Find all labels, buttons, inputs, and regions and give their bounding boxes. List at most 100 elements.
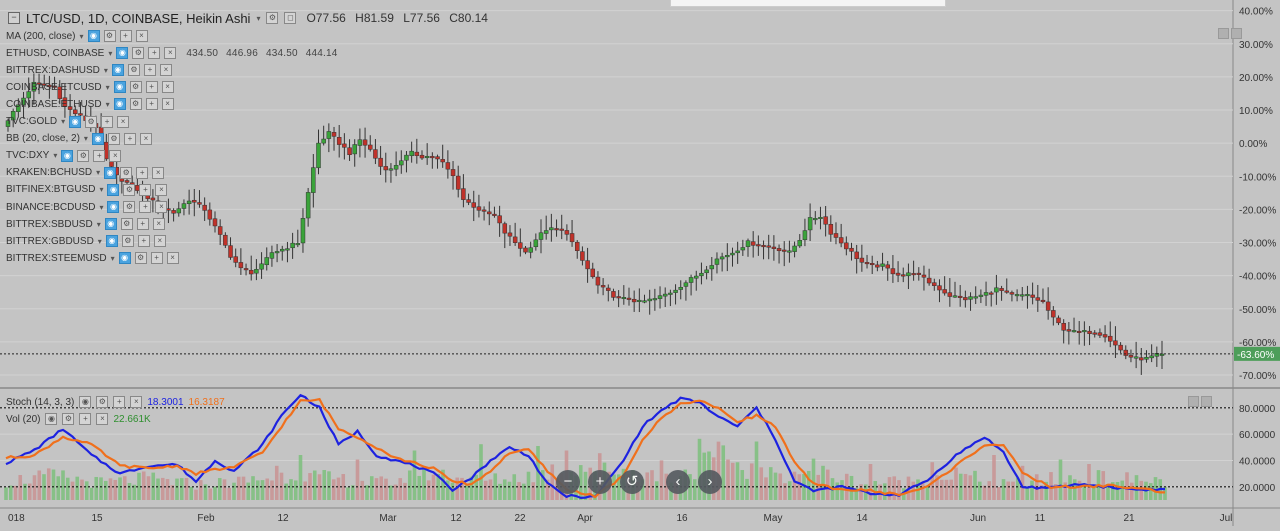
indicator-eye-icon[interactable]: ◉ — [104, 166, 117, 179]
vol-settings-icon[interactable]: ⚙ — [62, 413, 75, 425]
indicator-settings-icon[interactable]: ⚙ — [85, 115, 98, 128]
indicator-settings-icon[interactable]: ⚙ — [103, 30, 116, 42]
stoch-pane-down-icon[interactable] — [1201, 396, 1212, 407]
indicator-settings-icon[interactable]: ⚙ — [134, 252, 147, 265]
indicator-row[interactable]: BITTREX:GBDUSD ▾ ◉ ⚙ + × — [6, 234, 166, 248]
indicator-settings-icon[interactable]: ⚙ — [120, 218, 133, 231]
indicator-add-icon[interactable]: + — [139, 201, 152, 213]
indicator-close-icon[interactable]: × — [152, 218, 165, 231]
indicator-settings-icon[interactable]: ⚙ — [107, 132, 120, 145]
reset-button[interactable]: ↺ — [620, 470, 644, 494]
indicator-add-icon[interactable]: + — [143, 64, 156, 77]
indicator-eye-icon[interactable]: ◉ — [116, 47, 129, 60]
indicator-close-icon[interactable]: × — [155, 201, 168, 213]
indicator-settings-icon[interactable]: ⚙ — [127, 64, 140, 77]
indicator-eye-icon[interactable]: ◉ — [111, 64, 124, 77]
indicator-eye-icon[interactable]: ◉ — [118, 252, 131, 265]
indicator-close-icon[interactable]: × — [161, 98, 174, 111]
hide-icon[interactable]: ◻ — [284, 12, 297, 24]
pane-up-icon[interactable] — [1218, 28, 1229, 39]
indicator-dropdown-icon[interactable]: ▾ — [96, 219, 101, 229]
indicator-dropdown-icon[interactable]: ▾ — [105, 99, 110, 109]
indicator-row[interactable]: BINANCE:BCDUSD ▾ ◉ ⚙ + × — [6, 200, 168, 214]
indicator-close-icon[interactable]: × — [135, 30, 148, 42]
indicator-add-icon[interactable]: + — [119, 30, 132, 42]
indicator-close-icon[interactable]: × — [161, 81, 174, 94]
vol-add-icon[interactable]: + — [79, 413, 92, 425]
indicator-settings-icon[interactable]: ⚙ — [129, 98, 142, 111]
indicator-dropdown-icon[interactable]: ▾ — [110, 253, 115, 263]
indicator-dropdown-icon[interactable]: ▾ — [61, 117, 66, 126]
indicator-eye-icon[interactable]: ◉ — [113, 81, 126, 94]
indicator-dropdown-icon[interactable]: ▾ — [99, 185, 104, 195]
stoch-eye-icon[interactable]: ◉ — [79, 396, 92, 408]
indicator-settings-icon[interactable]: ⚙ — [120, 166, 133, 179]
indicator-row[interactable]: KRAKEN:BCHUSD ▾ ◉ ⚙ + × — [6, 166, 165, 180]
collapse-icon[interactable]: − — [8, 12, 20, 24]
indicator-settings-icon[interactable]: ⚙ — [123, 201, 136, 213]
indicator-close-icon[interactable]: × — [155, 183, 168, 196]
indicator-close-icon[interactable]: × — [117, 115, 130, 128]
stoch-settings-icon[interactable]: ⚙ — [96, 396, 109, 408]
indicator-add-icon[interactable]: + — [139, 183, 152, 196]
indicator-add-icon[interactable]: + — [145, 81, 158, 94]
indicator-eye-icon[interactable]: ◉ — [104, 218, 117, 231]
stoch-add-icon[interactable]: + — [113, 396, 126, 408]
indicator-settings-icon[interactable]: ⚙ — [129, 81, 142, 94]
scroll-right-button[interactable]: › — [698, 470, 722, 494]
indicator-eye-icon[interactable]: ◉ — [113, 98, 126, 111]
indicator-close-icon[interactable]: × — [139, 132, 152, 145]
pane-down-icon[interactable] — [1231, 28, 1242, 39]
indicator-row[interactable]: BITFINEX:BTGUSD ▾ ◉ ⚙ + × — [6, 183, 168, 197]
indicator-add-icon[interactable]: + — [93, 149, 106, 162]
indicator-close-icon[interactable]: × — [159, 64, 172, 77]
indicator-dropdown-icon[interactable]: ▾ — [83, 134, 88, 144]
indicator-dropdown-icon[interactable]: ▾ — [97, 236, 102, 246]
indicator-eye-icon[interactable]: ◉ — [107, 201, 120, 213]
indicator-settings-icon[interactable]: ⚙ — [121, 235, 134, 248]
indicator-add-icon[interactable]: + — [150, 252, 163, 265]
vol-eye-icon[interactable]: ◉ — [45, 413, 58, 425]
indicator-row[interactable]: ETHUSD, COINBASE ▾ ◉ ⚙ + × 434.50 446.96 434.50 4… — [6, 46, 346, 60]
indicator-eye-icon[interactable]: ◉ — [69, 115, 82, 128]
indicator-close-icon[interactable]: × — [166, 252, 179, 265]
indicator-row[interactable]: BB (20, close, 2) ▾ ◉ ⚙ + × — [6, 132, 152, 146]
indicator-add-icon[interactable]: + — [136, 166, 149, 179]
indicator-eye-icon[interactable]: ◉ — [91, 132, 104, 145]
zoom-out-button[interactable]: − — [556, 470, 580, 494]
indicator-row[interactable]: TVC:DXY ▾ ◉ ⚙ + × — [6, 149, 122, 163]
indicator-add-icon[interactable]: + — [145, 98, 158, 111]
indicator-dropdown-icon[interactable]: ▾ — [99, 202, 104, 212]
indicator-row[interactable]: COINBASE:ETHUSD ▾ ◉ ⚙ + × — [6, 97, 174, 111]
indicator-dropdown-icon[interactable]: ▾ — [79, 31, 84, 41]
indicator-eye-icon[interactable]: ◉ — [87, 30, 100, 42]
indicator-add-icon[interactable]: + — [137, 235, 150, 248]
indicator-row[interactable]: BITTREX:STEEMUSD ▾ ◉ ⚙ + × — [6, 251, 179, 265]
indicator-eye-icon[interactable]: ◉ — [105, 235, 118, 248]
stoch-close-icon[interactable]: × — [130, 396, 143, 408]
indicator-add-icon[interactable]: + — [123, 132, 136, 145]
indicator-close-icon[interactable]: × — [164, 47, 177, 60]
indicator-settings-icon[interactable]: ⚙ — [132, 47, 145, 60]
indicator-row[interactable]: BITTREX:DASHUSD ▾ ◉ ⚙ + × — [6, 63, 172, 77]
settings-icon[interactable]: ⚙ — [266, 12, 279, 24]
indicator-close-icon[interactable]: × — [153, 235, 166, 248]
indicator-add-icon[interactable]: + — [136, 218, 149, 231]
stoch-pane-up-icon[interactable] — [1188, 396, 1199, 407]
indicator-dropdown-icon[interactable]: ▾ — [53, 151, 58, 161]
indicator-dropdown-icon[interactable]: ▾ — [108, 48, 113, 58]
indicator-row[interactable]: MA (200, close) ▾ ◉ ⚙ + × — [6, 29, 148, 43]
indicator-dropdown-icon[interactable]: ▾ — [96, 168, 101, 178]
indicator-close-icon[interactable]: × — [109, 149, 122, 162]
scroll-left-button[interactable]: ‹ — [666, 470, 690, 494]
vol-close-icon[interactable]: × — [96, 413, 109, 425]
indicator-add-icon[interactable]: + — [148, 47, 161, 60]
indicator-row[interactable]: BITTREX:SBDUSD ▾ ◉ ⚙ + × — [6, 217, 165, 231]
indicator-add-icon[interactable]: + — [101, 115, 114, 128]
indicator-close-icon[interactable]: × — [152, 166, 165, 179]
indicator-settings-icon[interactable]: ⚙ — [77, 149, 90, 162]
indicator-settings-icon[interactable]: ⚙ — [123, 183, 136, 196]
zoom-in-button[interactable]: + — [588, 470, 612, 494]
